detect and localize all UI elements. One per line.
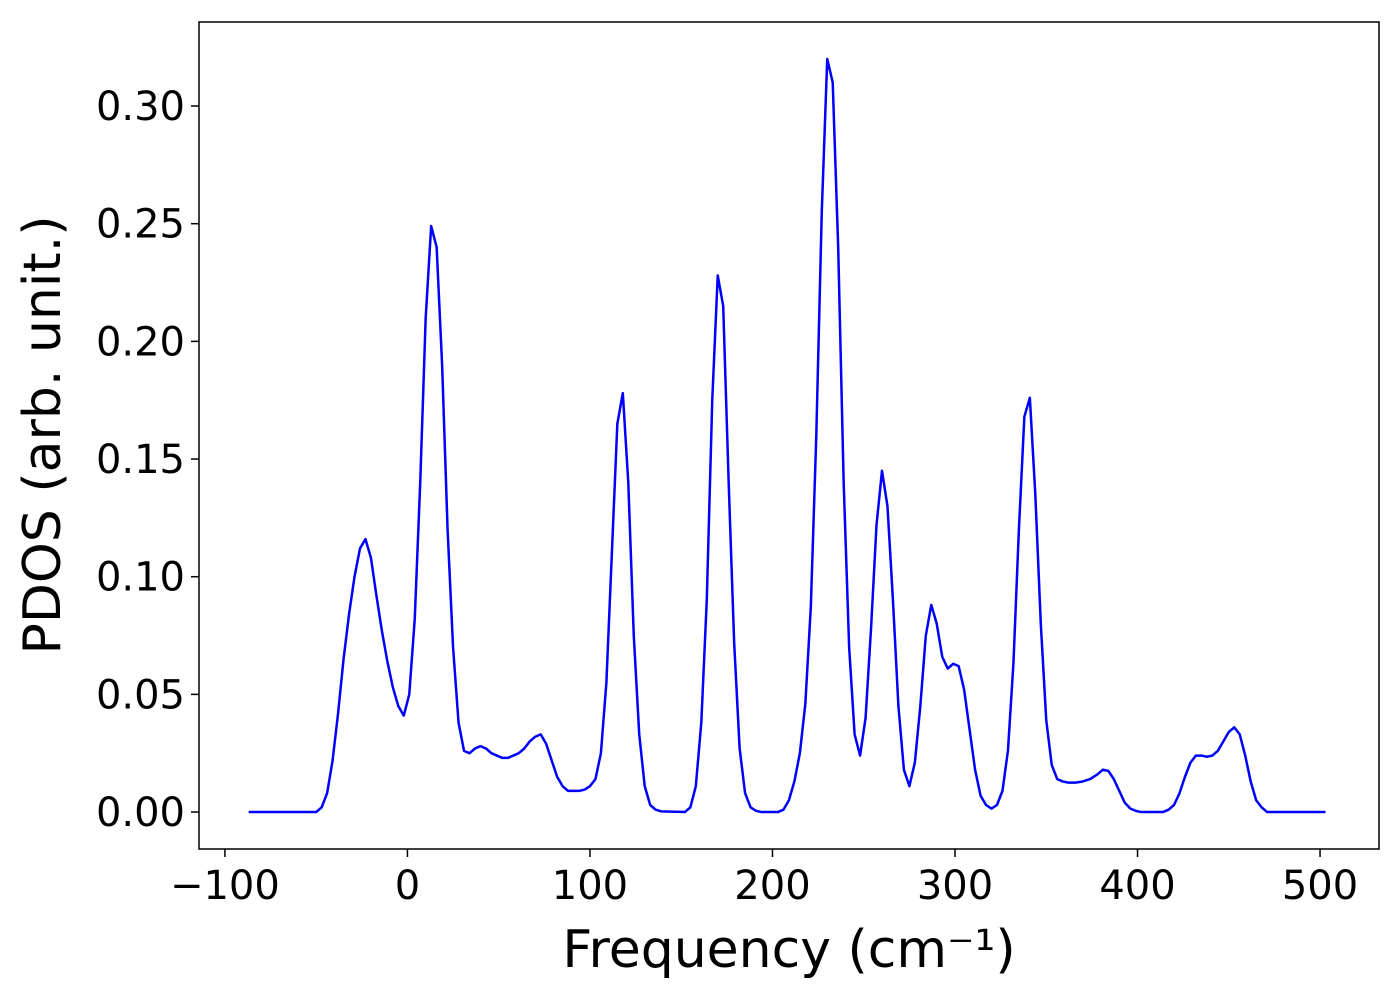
y-tick-label: 0.10: [96, 555, 185, 601]
x-tick-label: 300: [917, 863, 993, 909]
y-tick-label: 0.25: [96, 202, 185, 248]
y-tick-label: 0.05: [96, 672, 185, 718]
x-tick-label: 400: [1099, 863, 1175, 909]
x-tick-label: 100: [552, 863, 628, 909]
x-tick-label: 500: [1282, 863, 1358, 909]
x-axis-label: Frequency (cm⁻¹): [562, 920, 1015, 980]
y-tick-label: 0.15: [96, 437, 185, 483]
plot-frame: [198, 21, 1380, 850]
data-line: [248, 57, 1326, 814]
y-tick-label: 0.20: [96, 319, 185, 365]
y-axis-label: PDOS (arb. unit.): [13, 215, 73, 654]
y-tick-label: 0.00: [96, 790, 185, 836]
x-tick-label: 0: [395, 863, 420, 909]
y-tick-label: 0.30: [96, 84, 185, 130]
x-tick-label: −100: [170, 863, 280, 909]
x-tick-label: 200: [734, 863, 810, 909]
